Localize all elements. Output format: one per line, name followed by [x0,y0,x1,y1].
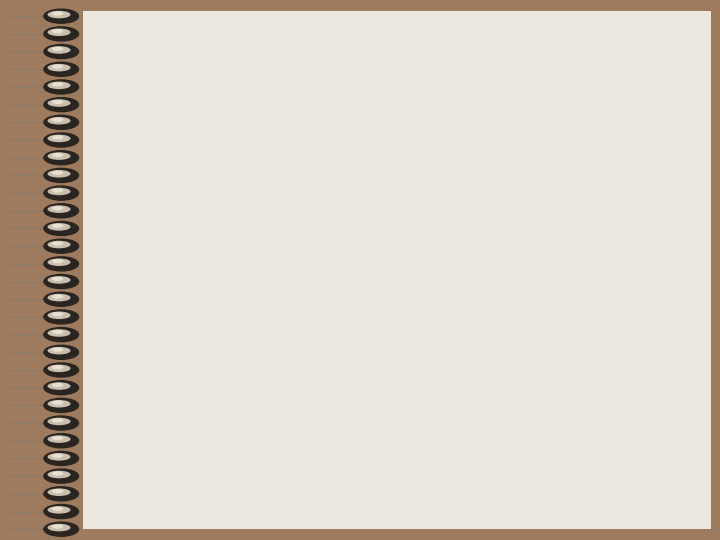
Text: Causes of Incontinence:: Causes of Incontinence: [196,48,635,82]
Text: Inherited or genetic factors: Inherited or genetic factors [102,146,471,171]
Text: Anatomic differences: Anatomic differences [155,258,439,282]
Text: Race: Race [155,200,222,226]
Text: Neurologic abnormalities: Neurologic abnormalities [155,373,495,397]
Text: Connective tissue: Connective tissue [155,314,392,340]
